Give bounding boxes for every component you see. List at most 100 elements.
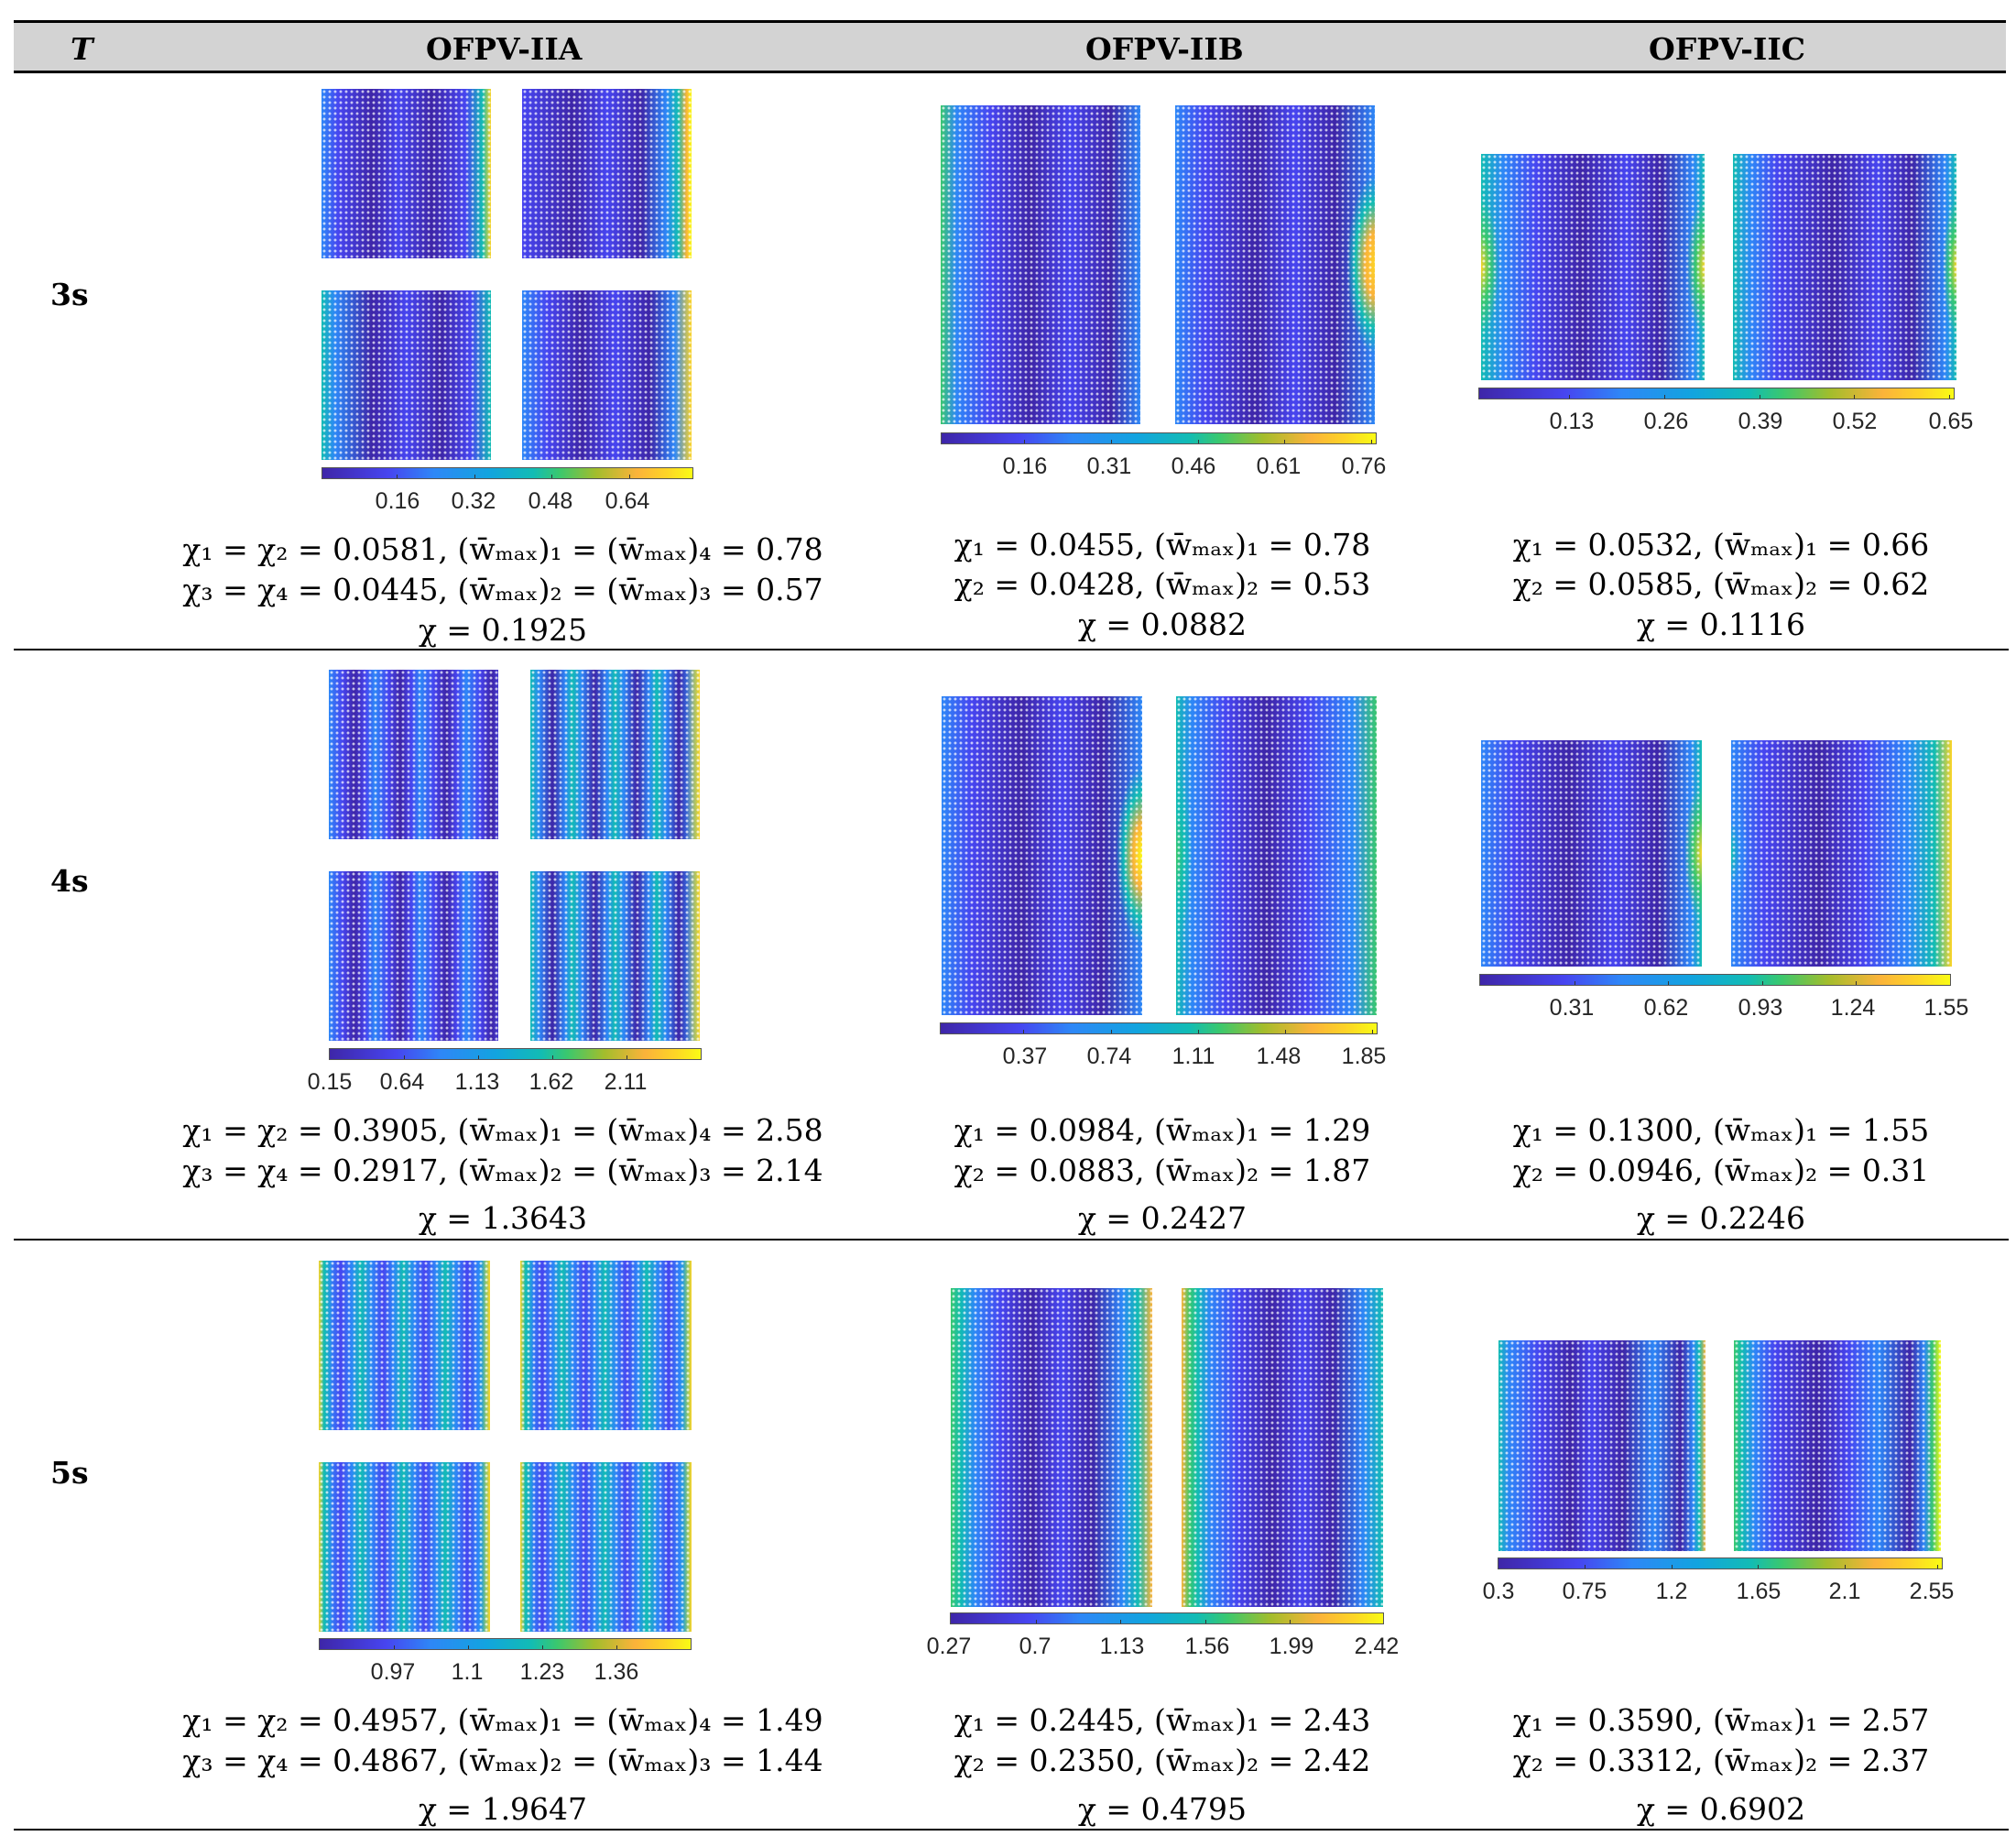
- colorbar-tick: 0.32: [451, 488, 496, 514]
- equation-chi-3-4: χ₃ = χ₄ = 0.0445, (w̄ₘₐₓ)₂ = (w̄ₘₐₓ)₃ = …: [182, 572, 823, 607]
- equation-chi-total: χ = 1.9647: [418, 1791, 588, 1827]
- colorbar-tick: 0.27: [926, 1634, 972, 1659]
- colorbar-iic-4s: [1479, 974, 1951, 986]
- colorbar-tick: 0.31: [1086, 454, 1132, 479]
- equation-chi-total: χ = 0.2427: [1077, 1200, 1248, 1236]
- heatmap-panel-iia-1: [321, 89, 491, 258]
- heatmap-panel-iib-1: [951, 1288, 1152, 1607]
- colorbar-tick: 0.76: [1341, 454, 1387, 479]
- colorbar-tick: 1.36: [594, 1659, 639, 1685]
- colorbar-tick: 1.56: [1184, 1634, 1230, 1659]
- colorbar-tick: 0.7: [1019, 1634, 1052, 1659]
- equation-chi-1: χ₁ = 0.3590, (w̄ₘₐₓ)₁ = 2.57: [1512, 1702, 1930, 1738]
- equation-chi-1: χ₁ = 0.2445, (w̄ₘₐₓ)₁ = 2.43: [954, 1702, 1371, 1738]
- header-time: T: [71, 31, 93, 67]
- colorbar-tick: 1.48: [1256, 1044, 1302, 1069]
- colorbar-tick: 0.97: [370, 1659, 416, 1685]
- colorbar-tick: 2.55: [1909, 1579, 1955, 1604]
- equation-chi-total: χ = 0.2246: [1636, 1200, 1806, 1236]
- colorbar-iia-4s: [329, 1048, 702, 1060]
- heatmap-panel-iib-1: [941, 105, 1140, 424]
- colorbar-iib-4s: [940, 1022, 1378, 1034]
- equation-chi-total: χ = 0.1925: [418, 612, 588, 648]
- equation-chi-2: χ₂ = 0.2350, (w̄ₘₐₓ)₂ = 2.42: [954, 1743, 1371, 1778]
- colorbar-tick: 1.23: [519, 1659, 565, 1685]
- colorbar-tick: 1.13: [1099, 1634, 1145, 1659]
- equation-chi-1: χ₁ = 0.1300, (w̄ₘₐₓ)₁ = 1.55: [1512, 1112, 1930, 1148]
- colorbar-tick: 0.64: [605, 488, 650, 514]
- heatmap-panel-iib-1: [942, 696, 1142, 1015]
- colorbar-tick: 0.93: [1738, 995, 1783, 1021]
- equation-chi-3-4: χ₃ = χ₄ = 0.2917, (w̄ₘₐₓ)₂ = (w̄ₘₐₓ)₃ = …: [182, 1153, 823, 1188]
- row-divider: [14, 1829, 2009, 1831]
- colorbar-tick: 1.85: [1341, 1044, 1387, 1069]
- colorbar-tick: 1.62: [529, 1069, 574, 1095]
- colorbar-iia-3s: [321, 467, 693, 479]
- equation-chi-1: χ₁ = 0.0455, (w̄ₘₐₓ)₁ = 0.78: [954, 527, 1371, 563]
- colorbar-tick: 0.61: [1256, 454, 1302, 479]
- colorbar-tick: 0.31: [1549, 995, 1595, 1021]
- colorbar-tick: 1.99: [1269, 1634, 1314, 1659]
- row-divider: [14, 649, 2009, 650]
- colorbar-tick: 0.62: [1643, 995, 1689, 1021]
- header-ofpv-iic: OFPV-IIC: [1649, 31, 1806, 67]
- heatmap-panel-iia-1: [319, 1261, 490, 1430]
- equation-chi-2: χ₂ = 0.0883, (w̄ₘₐₓ)₂ = 1.87: [954, 1153, 1371, 1188]
- colorbar-tick: 0.3: [1482, 1579, 1515, 1604]
- heatmap-panel-iic-2: [1734, 1340, 1941, 1551]
- colorbar-tick: 2.42: [1354, 1634, 1400, 1659]
- equation-chi-3-4: χ₃ = χ₄ = 0.4867, (w̄ₘₐₓ)₂ = (w̄ₘₐₓ)₃ = …: [182, 1743, 823, 1778]
- header-ofpv-iia: OFPV-IIA: [426, 31, 583, 67]
- colorbar-tick: 0.64: [379, 1069, 425, 1095]
- colorbar-iic-3s: [1478, 388, 1955, 399]
- heatmap-panel-iic-1: [1481, 740, 1702, 967]
- equation-chi-1-2: χ₁ = χ₂ = 0.3905, (w̄ₘₐₓ)₁ = (w̄ₘₐₓ)₄ = …: [182, 1112, 823, 1148]
- colorbar-iib-3s: [941, 432, 1377, 444]
- heatmap-panel-iic-1: [1481, 154, 1705, 380]
- colorbar-tick: 2.11: [604, 1069, 648, 1095]
- colorbar-tick: 0.52: [1832, 409, 1878, 434]
- heatmap-panel-iia-2: [522, 89, 692, 258]
- equation-chi-total: χ = 0.6902: [1636, 1791, 1806, 1827]
- colorbar-tick: 0.39: [1738, 409, 1783, 434]
- heatmap-panel-iia-4: [520, 1462, 692, 1632]
- equation-chi-2: χ₂ = 0.0946, (w̄ₘₐₓ)₂ = 0.31: [1512, 1153, 1930, 1188]
- colorbar-tick: 0.46: [1171, 454, 1216, 479]
- colorbar-tick: 1.24: [1830, 995, 1876, 1021]
- row-label-4s: 4s: [50, 863, 89, 899]
- equation-chi-1-2: χ₁ = χ₂ = 0.4957, (w̄ₘₐₓ)₁ = (w̄ₘₐₓ)₄ = …: [182, 1702, 823, 1738]
- colorbar-iia-5s: [319, 1638, 692, 1650]
- equation-chi-2: χ₂ = 0.0585, (w̄ₘₐₓ)₂ = 0.62: [1512, 566, 1930, 602]
- colorbar-tick: 1.11: [1171, 1044, 1215, 1069]
- colorbar-tick: 1.65: [1736, 1579, 1782, 1604]
- heatmap-panel-iib-2: [1182, 1288, 1383, 1607]
- table-header: T OFPV-IIA OFPV-IIB OFPV-IIC: [14, 20, 2006, 73]
- heatmap-panel-iia-1: [329, 670, 498, 839]
- colorbar-tick: 1.13: [454, 1069, 500, 1095]
- colorbar-tick: 0.74: [1086, 1044, 1132, 1069]
- equation-chi-total: χ = 0.4795: [1077, 1791, 1248, 1827]
- heatmap-panel-iib-2: [1176, 696, 1377, 1015]
- row-label-3s: 3s: [50, 277, 89, 312]
- colorbar-tick: 0.75: [1562, 1579, 1607, 1604]
- colorbar-tick: 1.1: [451, 1659, 484, 1685]
- colorbar-iib-5s: [950, 1612, 1384, 1624]
- colorbar-tick: 0.13: [1549, 409, 1595, 434]
- colorbar-tick: 0.65: [1928, 409, 1974, 434]
- equation-chi-total: χ = 0.1116: [1636, 607, 1806, 642]
- colorbar-tick: 0.37: [1002, 1044, 1048, 1069]
- equation-chi-1: χ₁ = 0.0984, (w̄ₘₐₓ)₁ = 1.29: [954, 1112, 1371, 1148]
- equation-chi-total: χ = 0.0882: [1077, 607, 1248, 642]
- colorbar-tick: 0.16: [1002, 454, 1048, 479]
- heatmap-panel-iia-2: [530, 670, 700, 839]
- heatmap-panel-iic-2: [1731, 740, 1952, 967]
- colorbar-tick: 0.16: [375, 488, 420, 514]
- heatmap-panel-iia-4: [530, 871, 700, 1041]
- colorbar-iic-5s: [1498, 1557, 1943, 1569]
- equation-chi-2: χ₂ = 0.0428, (w̄ₘₐₓ)₂ = 0.53: [954, 566, 1371, 602]
- heatmap-panel-iic-2: [1733, 154, 1956, 380]
- equation-chi-total: χ = 1.3643: [418, 1200, 588, 1236]
- equation-chi-2: χ₂ = 0.3312, (w̄ₘₐₓ)₂ = 2.37: [1512, 1743, 1930, 1778]
- colorbar-tick: 0.15: [307, 1069, 353, 1095]
- equation-chi-1-2: χ₁ = χ₂ = 0.0581, (w̄ₘₐₓ)₁ = (w̄ₘₐₓ)₄ = …: [182, 531, 823, 567]
